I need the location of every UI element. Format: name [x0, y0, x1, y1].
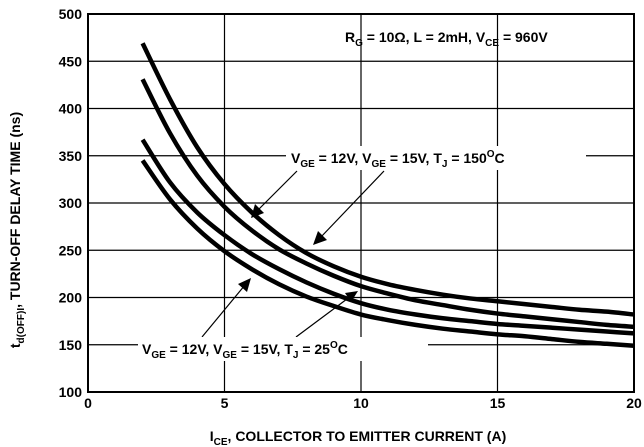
cold-curves-label: VGE = 12V, VGE = 15V, TJ = 25OC [138, 337, 428, 361]
callout-arrows [201, 170, 385, 338]
y-tick-label: 150 [59, 337, 83, 353]
plot-frame [87, 13, 635, 393]
y-tick-label: 350 [59, 148, 83, 164]
grid [88, 14, 634, 392]
y-tick-label: 400 [59, 101, 83, 117]
x-tick-label: 5 [221, 395, 229, 411]
hot-curves-label: VGE = 12V, VGE = 15V, TJ = 150OC [286, 146, 586, 170]
series-line-2 [140, 78, 635, 330]
arrowhead-hot-12v [251, 204, 264, 218]
x-axis-title: ICE, COLLECTOR TO EMITTER CURRENT (A) [210, 428, 507, 447]
cold-curves-label-text: VGE = 12V, VGE = 15V, TJ = 25OC [142, 340, 348, 361]
series-line-4 [140, 159, 635, 348]
tick-labels: 0 5 10 15 20 100 150 200 250 300 350 400 450 500 [59, 6, 642, 411]
y-tick-label: 250 [59, 242, 83, 258]
y-tick-label: 500 [59, 6, 83, 22]
y-tick-label: 200 [59, 290, 83, 306]
arrowhead-cold-12v [238, 278, 251, 292]
series-line-3 [140, 138, 635, 336]
y-tick-label: 100 [59, 384, 83, 400]
curves [140, 42, 635, 348]
x-tick-label: 0 [84, 395, 92, 411]
conditions-annotation: RG = 10Ω, L = 2mH, VCE = 960V [345, 29, 548, 49]
x-tick-label: 20 [626, 395, 642, 411]
arrowhead-cold-15v [345, 291, 358, 302]
arrow-line-hot-15v [319, 170, 385, 239]
y-tick-label: 300 [59, 195, 83, 211]
arrow-line-hot-12v [256, 170, 298, 212]
series-line-1 [140, 42, 635, 317]
arrowhead-hot-15v [313, 231, 327, 245]
y-axis-title: td(OFF)I, TURN-OFF DELAY TIME (ns) [7, 112, 27, 348]
x-tick-label: 10 [353, 395, 369, 411]
y-tick-label: 450 [59, 53, 83, 69]
callout-arrowheads [238, 204, 358, 302]
hot-curves-label-text: VGE = 12V, VGE = 15V, TJ = 150OC [291, 149, 505, 170]
x-tick-label: 15 [490, 395, 506, 411]
arrow-line-cold-15v [295, 295, 352, 338]
arrow-line-cold-12v [201, 284, 246, 338]
